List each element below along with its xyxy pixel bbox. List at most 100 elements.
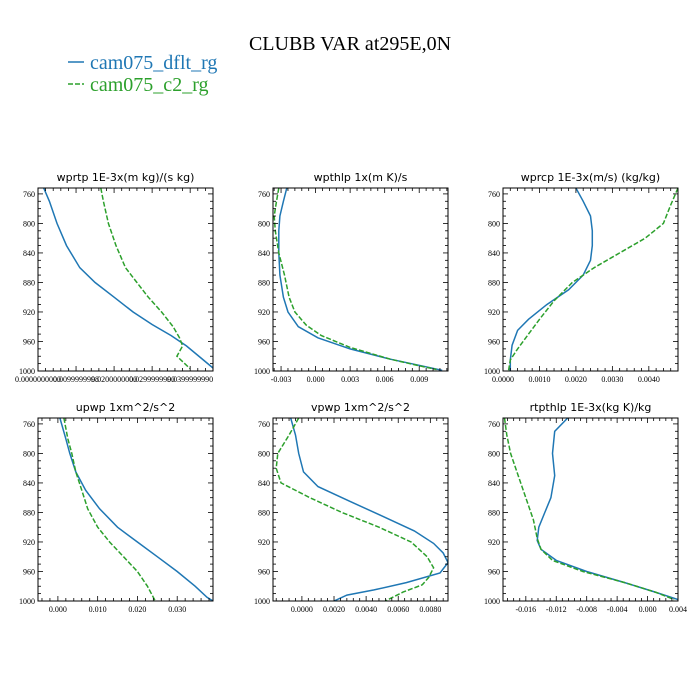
y-tick-label: 880 <box>258 508 270 517</box>
y-tick-label: 1000 <box>484 367 500 376</box>
panel-wprtp: wprtp 1E-3x(m kg)/(s kg) 760 800 840 880 920 9… <box>15 171 214 384</box>
x-tick-label: 0.0399999990 <box>167 375 213 384</box>
y-tick-label: 760 <box>488 190 500 199</box>
series-line-c2 <box>503 418 675 601</box>
y-tick-label: 760 <box>488 420 500 429</box>
series-line-dflt <box>536 418 678 601</box>
x-tick-label: 0.0030 <box>601 375 623 384</box>
y-tick-label: 920 <box>488 538 500 547</box>
x-tick-label: -0.016 <box>515 605 536 614</box>
series-line-dflt <box>43 188 213 369</box>
y-tick-label: 800 <box>258 449 270 458</box>
y-tick-label: 800 <box>23 449 35 458</box>
y-tick-label: 880 <box>258 278 270 287</box>
x-tick-label: 0.000 <box>49 605 67 614</box>
panel-rtpthlp: rtpthlp 1E-3x(kg K)/kg 760 800 840 880 920 960… <box>484 401 687 614</box>
x-tick-label: 0.006 <box>376 375 394 384</box>
panel-title: wprtp 1E-3x(m kg)/(s kg) <box>57 171 195 184</box>
panel-title: wprcp 1E-3x(m/s) (kg/kg) <box>521 171 660 184</box>
series-line-dflt <box>278 188 443 371</box>
series-line-c2 <box>63 418 156 601</box>
x-tick-label: 0.0000 <box>492 375 514 384</box>
plot-frame <box>37 187 214 372</box>
y-tick-label: 960 <box>23 337 35 346</box>
y-tick-label: 960 <box>258 337 270 346</box>
plot-frame <box>502 417 679 602</box>
x-tick-label: 0.030 <box>168 605 186 614</box>
series-line-dflt <box>59 418 213 601</box>
panel-title: upwp 1xm^2/s^2 <box>76 401 176 414</box>
x-tick-label: 0.0040 <box>638 375 660 384</box>
x-tick-label: 0.0010 <box>528 375 550 384</box>
y-tick-label: 760 <box>258 420 270 429</box>
y-tick-label: 960 <box>258 567 270 576</box>
y-tick-label: 840 <box>23 249 35 258</box>
x-tick-label: 0.000 <box>639 605 657 614</box>
y-tick-label: 1000 <box>254 597 270 606</box>
y-tick-label: 920 <box>488 308 500 317</box>
y-tick-label: 800 <box>258 219 270 228</box>
x-tick-label: 0.0000 <box>291 605 313 614</box>
panels: wprtp 1E-3x(m kg)/(s kg) 760 800 840 880 920 9… <box>15 171 687 614</box>
panel-vpwp: vpwp 1xm^2/s^2 760 800 840 880 920 960 1000 0.00… <box>254 401 449 614</box>
y-tick-label: 760 <box>23 420 35 429</box>
series-line-c2 <box>100 188 191 370</box>
y-tick-label: 800 <box>23 219 35 228</box>
y-tick-label: 960 <box>488 337 500 346</box>
panel-wprcp: wprcp 1E-3x(m/s) (kg/kg) 760 800 840 880 920 9… <box>484 171 679 384</box>
series-line-dflt <box>509 188 594 371</box>
legend-label-c2: cam075_c2_rg <box>90 74 209 96</box>
y-tick-label: 920 <box>258 538 270 547</box>
x-tick-label: 0.020 <box>128 605 146 614</box>
y-tick-label: 800 <box>488 219 500 228</box>
x-tick-label: 0.0099999998 <box>53 375 99 384</box>
panel-wpthlp: wpthlp 1x(m K)/s 760 800 840 880 920 960 1000-0… <box>254 171 449 384</box>
y-tick-label: 920 <box>23 538 35 547</box>
y-tick-label: 960 <box>23 567 35 576</box>
x-tick-label: -0.012 <box>546 605 567 614</box>
y-tick-label: 800 <box>488 449 500 458</box>
y-tick-label: 1000 <box>19 367 35 376</box>
y-tick-label: 840 <box>258 249 270 258</box>
x-tick-label: 0.0200000000 <box>91 375 137 384</box>
series-line-c2 <box>507 188 678 371</box>
y-tick-label: 840 <box>488 479 500 488</box>
panel-title: vpwp 1xm^2/s^2 <box>311 401 410 414</box>
y-tick-label: 960 <box>488 567 500 576</box>
legend-label-dflt: cam075_dflt_rg <box>90 52 217 74</box>
x-tick-label: 0.010 <box>89 605 107 614</box>
panel-upwp: upwp 1xm^2/s^2 760 800 840 880 920 960 1000 0.00… <box>19 401 214 614</box>
y-tick-label: 840 <box>23 479 35 488</box>
x-tick-label: 0.0040 <box>355 605 377 614</box>
x-tick-label: 0.0000000000 <box>15 375 61 384</box>
x-tick-label: -0.008 <box>576 605 597 614</box>
x-tick-label: 0.004 <box>669 605 687 614</box>
series-line-c2 <box>273 188 437 371</box>
y-tick-label: 1000 <box>484 597 500 606</box>
y-tick-label: 760 <box>258 190 270 199</box>
y-tick-label: 840 <box>258 479 270 488</box>
x-tick-label: 0.0299999990 <box>129 375 175 384</box>
y-tick-label: 760 <box>23 190 35 199</box>
y-tick-label: 920 <box>258 308 270 317</box>
y-tick-label: 880 <box>488 508 500 517</box>
series-line-dflt <box>289 418 448 601</box>
plot-frame <box>37 417 214 602</box>
x-tick-label: -0.004 <box>607 605 628 614</box>
y-tick-label: 880 <box>23 508 35 517</box>
x-tick-label: 0.003 <box>341 375 359 384</box>
series-line-c2 <box>275 418 435 601</box>
y-tick-label: 920 <box>23 308 35 317</box>
y-tick-label: 880 <box>23 278 35 287</box>
plot-frame <box>272 417 449 602</box>
x-tick-label: 0.0080 <box>419 605 441 614</box>
figure-title: CLUBB VAR at295E,0N <box>249 33 451 55</box>
y-tick-label: 1000 <box>254 367 270 376</box>
y-tick-label: 1000 <box>19 597 35 606</box>
x-tick-label: -0.003 <box>271 375 292 384</box>
panel-title: wpthlp 1x(m K)/s <box>314 171 408 184</box>
x-tick-label: 0.0020 <box>323 605 345 614</box>
x-tick-label: 0.0060 <box>387 605 409 614</box>
x-tick-label: 0.000 <box>307 375 325 384</box>
plot-frame <box>272 187 449 372</box>
